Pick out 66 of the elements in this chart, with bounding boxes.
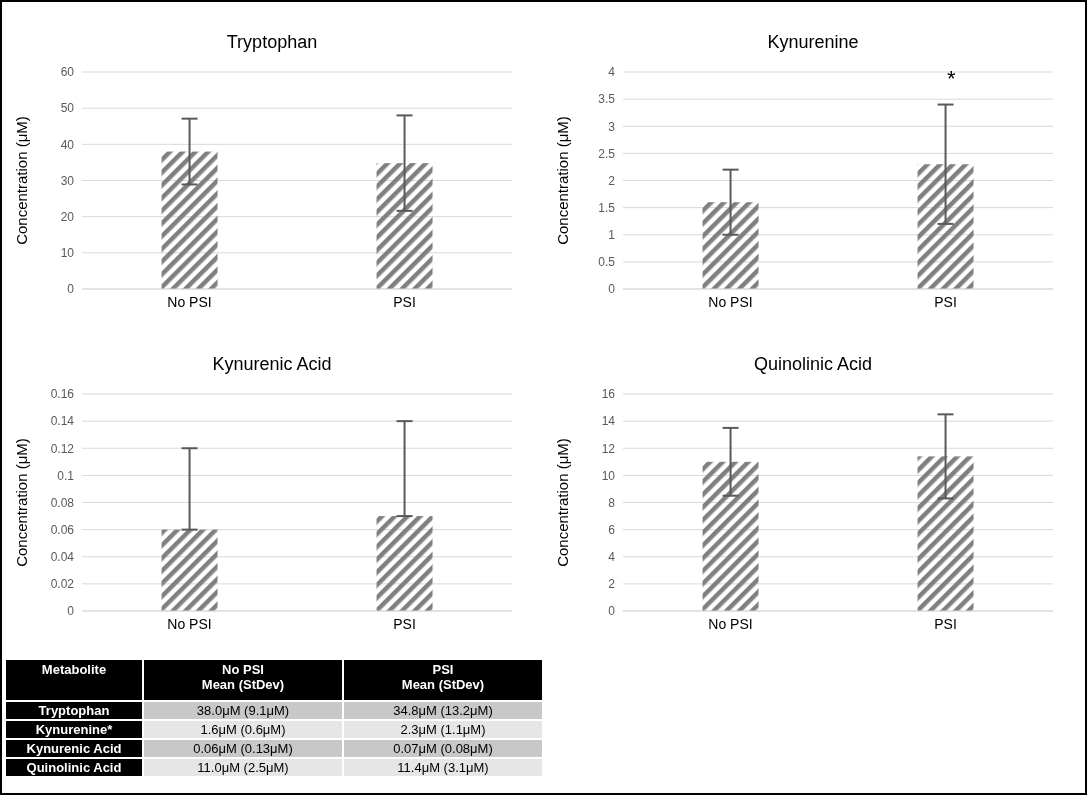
x-tick-label: PSI — [393, 615, 416, 632]
y-tick-label: 0.12 — [50, 441, 75, 456]
y-tick-label: 0 — [67, 282, 75, 297]
y-tick-label: 14 — [601, 414, 616, 429]
y-tick-label: 60 — [60, 65, 75, 80]
y-tick-label: 12 — [601, 441, 616, 456]
text: 1.6μM (0.6μM) — [144, 721, 342, 738]
y-axis-title: Concentration (μM) — [13, 116, 31, 245]
text: Quinolinic Acid — [6, 759, 142, 776]
y-tick-label: 2.5 — [598, 146, 616, 161]
annotation: * — [947, 66, 956, 92]
y-tick-label: 0.5 — [598, 255, 616, 270]
text: PSI Mean (StDev) — [344, 660, 542, 700]
y-tick-label: 1 — [608, 228, 616, 243]
chart-title: Kynurenic Acid — [211, 353, 333, 376]
text: 38.0μM (9.1μM) — [144, 702, 342, 719]
text: No PSI Mean (StDev) — [144, 660, 342, 700]
text: Metabolite — [6, 660, 142, 700]
x-tick-label: PSI — [934, 293, 957, 310]
y-tick-label: 16 — [601, 387, 616, 402]
y-tick-label: 4 — [608, 550, 616, 565]
y-tick-label: 0 — [608, 282, 616, 297]
chart-title: Quinolinic Acid — [752, 353, 874, 376]
x-tick-label: No PSI — [708, 293, 753, 310]
y-tick-label: 3 — [608, 119, 616, 134]
text: 2.3μM (1.1μM) — [344, 721, 542, 738]
y-tick-label: 10 — [60, 246, 75, 261]
y-tick-label: 40 — [60, 137, 75, 152]
y-axis-title: Concentration (μM) — [554, 438, 572, 567]
text: Tryptophan — [6, 702, 142, 719]
text: 34.8μM (13.2μM) — [344, 702, 542, 719]
x-tick-label: PSI — [934, 615, 957, 632]
y-tick-label: 0.14 — [50, 414, 75, 429]
x-tick-label: PSI — [393, 293, 416, 310]
y-tick-label: 2 — [608, 173, 616, 188]
y-tick-label: 30 — [60, 173, 75, 188]
x-tick-label: No PSI — [167, 293, 212, 310]
y-tick-label: 0.06 — [50, 522, 75, 537]
text: 0.06μM (0.13μM) — [144, 740, 342, 757]
text: 0.07μM (0.08μM) — [344, 740, 542, 757]
y-axis-title: Concentration (μM) — [13, 438, 31, 567]
chart-title: Kynurenine — [766, 31, 860, 54]
y-tick-label: 0.02 — [50, 577, 75, 592]
y-tick-label: 1.5 — [598, 200, 616, 215]
y-tick-label: 20 — [60, 209, 75, 224]
y-tick-label: 6 — [608, 522, 616, 537]
y-tick-label: 10 — [601, 468, 616, 483]
y-tick-label: 4 — [608, 65, 616, 80]
x-tick-label: No PSI — [167, 615, 212, 632]
y-tick-label: 0.04 — [50, 550, 75, 565]
x-tick-label: No PSI — [708, 615, 753, 632]
chart-title: Tryptophan — [225, 31, 319, 54]
y-tick-label: 0 — [608, 604, 616, 619]
y-axis-title: Concentration (μM) — [554, 116, 572, 245]
y-tick-label: 0.1 — [57, 468, 75, 483]
y-tick-label: 2 — [608, 577, 616, 592]
y-tick-label: 8 — [608, 495, 616, 510]
y-tick-label: 0.16 — [50, 387, 75, 402]
y-tick-label: 3.5 — [598, 92, 616, 107]
text: Kynurenine* — [6, 721, 142, 738]
y-tick-label: 50 — [60, 101, 75, 116]
text: 11.0μM (2.5μM) — [144, 759, 342, 776]
text: 11.4μM (3.1μM) — [344, 759, 542, 776]
text: Kynurenic Acid — [6, 740, 142, 757]
y-tick-label: 0.08 — [50, 495, 75, 510]
y-tick-label: 0 — [67, 604, 75, 619]
